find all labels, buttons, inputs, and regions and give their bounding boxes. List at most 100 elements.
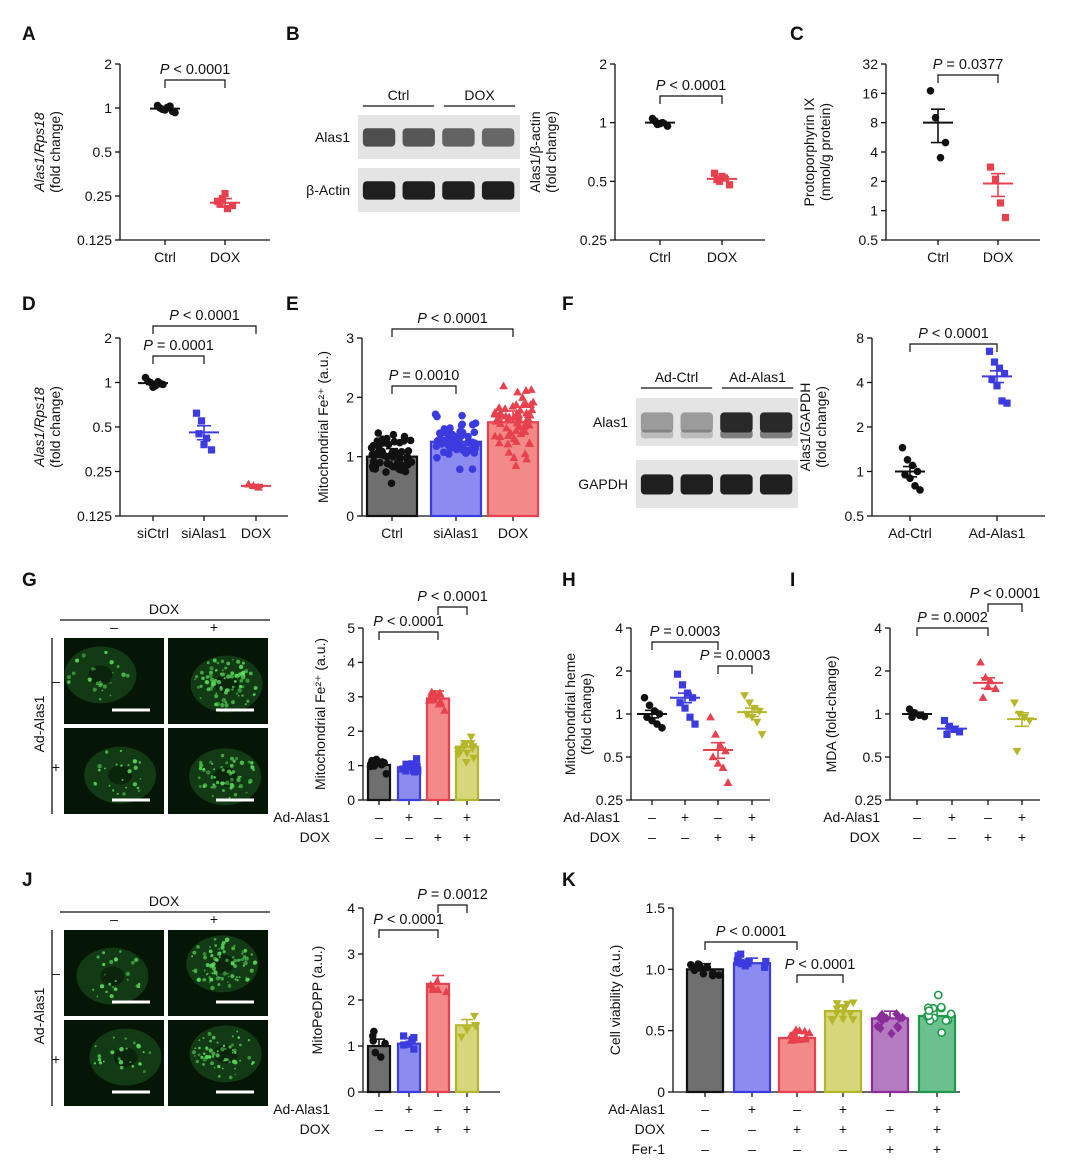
micro-row-label: – [52,965,60,981]
data-point [400,1032,408,1040]
condition-value: + [933,1101,941,1117]
fluorescent-puncta [192,969,194,972]
fluorescent-puncta [229,756,234,761]
fluorescent-puncta [208,963,214,969]
p-symbol: P [785,957,795,973]
data-point [511,461,521,469]
blot-band [442,128,475,147]
panel-d-plot: 2 1 0.5 0.25 0.125 Alas1/Rps18 (fold change) si… [31,308,288,541]
data-point [838,1015,848,1024]
fluorescent-puncta [211,954,214,956]
fluorescent-puncta [220,976,224,981]
fluorescent-puncta [221,943,224,946]
fluorescent-puncta [194,1047,197,1050]
data-point [428,985,438,994]
condition-value: + [1018,829,1026,845]
data-point [509,453,519,461]
data-point [1012,747,1022,756]
condition-value: + [434,1121,442,1137]
condition-label: Fer-1 [632,1141,666,1157]
data-point [468,743,478,752]
data-point [873,1021,882,1032]
fluorescent-puncta [116,792,119,795]
y-tick-label: 2 [874,663,882,679]
fluorescent-puncta [238,784,244,789]
y-tick-label: 0.5 [646,1023,666,1039]
fluorescent-puncta [136,786,140,790]
data-point [513,387,522,396]
p-value-label: P = 0.0010 [389,368,460,384]
significance-bracket [659,95,723,104]
x-tick-label: Ctrl [381,525,403,541]
data-point [376,458,384,467]
data-point [988,375,996,383]
blot-band [442,181,475,200]
data-point [468,438,477,447]
data-point [703,963,712,972]
fluorescent-puncta [227,975,230,978]
fluorescent-puncta [223,1058,228,1062]
data-point [197,417,206,425]
fluorescent-puncta [216,1050,219,1053]
data-point [381,1039,389,1048]
data-point [404,447,413,455]
condition-label: DOX [590,829,621,845]
fluorescent-puncta [244,703,247,706]
fluorescent-puncta [113,957,119,962]
fluorescent-puncta [195,1059,199,1064]
fluorescent-puncta [238,664,244,670]
fluorescent-puncta [234,1067,236,1070]
x-tick-label: Ad-Ctrl [888,525,932,541]
fluorescent-puncta [208,975,212,979]
fluorescent-puncta [235,976,239,979]
y-tick-label: 0.5 [604,749,624,765]
condition-value: – [839,1141,847,1157]
condition-value: + [463,829,471,845]
x-tick-label: Ctrl [649,249,671,265]
data-point [458,428,467,437]
y-tick-label: 1 [104,375,112,391]
fluorescent-puncta [219,672,223,676]
y-axis-label: Cell viability (a.u.) [607,945,623,1055]
p-symbol: P [160,62,170,78]
fluorescent-puncta [114,979,117,983]
data-point [504,447,514,456]
fluorescent-puncta [237,688,242,693]
condition-value: – [405,829,413,845]
data-point [715,971,723,979]
data-point [387,479,396,488]
fluorescent-puncta [108,784,111,787]
p-value-text: = 0.0010 [398,368,459,384]
data-point [528,397,538,406]
fluorescent-puncta [108,982,112,986]
fluorescent-puncta [111,986,115,989]
p-value-label: P < 0.0001 [169,308,240,324]
data-point [378,447,386,456]
data-point [937,1028,947,1037]
fluorescent-puncta [239,775,242,778]
p-value-text: = 0.0002 [927,610,988,626]
fluorescent-puncta [212,658,217,663]
p-value-label: P = 0.0001 [143,338,214,354]
fluorescent-puncta [132,759,138,764]
y-axis-sublabel: (fold change) [47,111,63,193]
data-point [503,431,513,439]
data-point [511,437,521,445]
data-point [733,957,741,965]
blot-band [362,181,396,200]
fluorescent-puncta [239,760,245,766]
data-point [893,1021,902,1032]
y-axis-label: Alas1/GAPDH [797,383,813,472]
bar [425,697,451,802]
fluorescent-puncta [254,687,256,690]
fluorescent-puncta [231,1051,234,1054]
p-value-label: P < 0.0001 [417,311,488,327]
y-tick-label: 1 [615,706,623,722]
blot-band-lower [759,429,793,439]
condition-label: Ad-Alas1 [563,809,620,825]
significance-bracket [796,974,844,983]
fluorescent-puncta [198,760,203,765]
condition-value: + [748,1101,756,1117]
condition-label: Ad-Alas1 [823,809,880,825]
p-value-text: < 0.0001 [928,326,989,342]
